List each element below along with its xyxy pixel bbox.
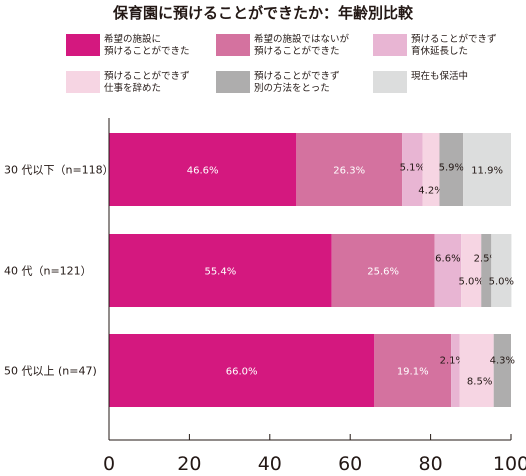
legend-item: 預けることができず 育休延長した — [373, 34, 497, 58]
bar-segment — [434, 234, 462, 307]
bar-segment — [451, 334, 460, 407]
data-label: 25.6% — [367, 267, 399, 278]
data-label: 5.0% — [489, 277, 514, 288]
bar-segment — [481, 234, 492, 307]
legend-item: 希望の施設に 預けることができた — [66, 34, 190, 58]
legend-label: 希望の施設ではないが 預けることができた — [254, 34, 350, 57]
data-label: 5.9% — [439, 163, 464, 174]
legend-label: 預けることができず 別の方法をとった — [254, 71, 340, 94]
legend-label: 預けることができず 仕事を辞めた — [104, 71, 190, 94]
bar-segment — [422, 133, 440, 206]
bar-segment — [331, 234, 435, 307]
category-label: 30 代以下（n=118） — [4, 164, 114, 177]
data-label: 2.1% — [440, 356, 465, 367]
data-label: 2.5% — [474, 254, 499, 265]
data-label: 4.2% — [418, 186, 443, 197]
data-label: 5.1% — [400, 163, 425, 174]
data-label: 8.5% — [467, 377, 492, 388]
data-label: 19.1% — [397, 367, 429, 378]
data-label: 11.9% — [471, 166, 503, 177]
legend-swatch — [373, 34, 407, 56]
bar-segment — [493, 334, 511, 407]
legend-swatch — [66, 71, 100, 93]
data-label: 26.3% — [333, 166, 365, 177]
bar-segment — [461, 234, 482, 307]
category-label: 50 代以上 (n=47) — [4, 365, 97, 378]
legend-label: 希望の施設に 預けることができた — [104, 34, 190, 57]
x-tick-label: 40 — [258, 453, 282, 475]
bar-segment — [463, 133, 511, 206]
legend-swatch — [66, 34, 100, 56]
data-label: 46.6% — [187, 166, 219, 177]
bar-segment — [402, 133, 423, 206]
bar-segment — [109, 133, 297, 206]
legend-label: 預けることができず 育休延長した — [411, 34, 497, 57]
legend-item: 現在も保活中 — [373, 71, 468, 93]
data-label: 6.6% — [435, 254, 460, 265]
bar-segment — [439, 133, 464, 206]
legend-item: 預けることができず 仕事を辞めた — [66, 71, 190, 95]
x-tick-label: 60 — [338, 453, 362, 475]
bar-segment — [459, 334, 494, 407]
bar-segment — [109, 334, 375, 407]
bar-segment — [296, 133, 403, 206]
x-tick-label: 80 — [419, 453, 443, 475]
category-label: 40 代（n=121） — [4, 265, 92, 278]
chart-title: 保育園に預けることができたか：年齢別比較 — [112, 4, 413, 22]
x-tick-label: 0 — [103, 453, 115, 475]
legend-label: 現在も保活中 — [411, 71, 469, 82]
legend-item: 希望の施設ではないが 預けることができた — [216, 34, 349, 58]
legend-item: 預けることができず 別の方法をとった — [216, 71, 340, 95]
data-label: 5.0% — [458, 277, 483, 288]
bar-segment — [109, 234, 332, 307]
data-label: 4.3% — [490, 356, 515, 367]
x-tick-label: 100 — [493, 453, 526, 475]
legend-swatch — [216, 34, 250, 56]
data-label: 55.4% — [204, 267, 236, 278]
x-tick-label: 20 — [177, 453, 201, 475]
bar-segment — [374, 334, 452, 407]
legend-swatch — [373, 71, 407, 93]
data-label: 66.0% — [226, 367, 258, 378]
legend-swatch — [216, 71, 250, 93]
bar-segment — [491, 234, 512, 307]
